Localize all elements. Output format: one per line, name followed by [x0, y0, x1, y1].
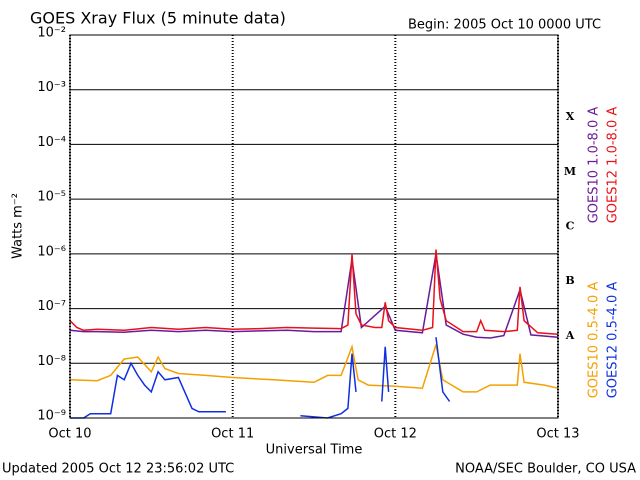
y-axis-label: Watts m⁻²	[11, 193, 26, 259]
y-tick-label: 10⁻³	[37, 80, 66, 95]
legend-entry: GOES12 1.0-8.0 A	[606, 107, 621, 224]
x-tick-label: Oct 13	[536, 427, 579, 442]
flare-class-label: M	[564, 165, 576, 178]
x-tick-label: Oct 10	[48, 427, 91, 442]
x-tick-label: Oct 12	[374, 427, 417, 442]
legend-entry: GOES10 0.5-4.0 A	[587, 282, 602, 399]
flare-class-label: A	[565, 329, 575, 342]
footer-left: Updated 2005 Oct 12 23:56:02 UTC	[2, 462, 234, 477]
chart-title: GOES Xray Flux (5 minute data)	[30, 9, 286, 28]
x-axis-label: Universal Time	[266, 443, 363, 458]
footer-right: NOAA/SEC Boulder, CO USA	[455, 462, 636, 477]
y-tick-label: 10⁻²	[37, 26, 66, 41]
y-tick-label: 10⁻⁶	[37, 244, 66, 259]
y-tick-label: 10⁻⁷	[37, 299, 66, 314]
plot-frame	[69, 34, 559, 419]
legend-entry: GOES12 0.5-4.0 A	[606, 282, 621, 399]
series-line	[69, 253, 559, 339]
x-tick-label: Oct 11	[211, 427, 254, 442]
flare-class-label: X	[566, 110, 575, 123]
flare-class-label: C	[566, 220, 575, 233]
series-line	[69, 344, 559, 393]
y-tick-label: 10⁻⁴	[37, 135, 66, 150]
flare-class-label: B	[565, 274, 574, 287]
y-tick-label: 10⁻⁹	[37, 409, 66, 424]
series-line	[70, 337, 520, 418]
y-tick-label: 10⁻⁸	[37, 354, 66, 369]
series-line	[69, 249, 559, 335]
legend-entry: GOES10 1.0-8.0 A	[587, 107, 602, 224]
chart-subtitle: Begin: 2005 Oct 10 0000 UTC	[408, 18, 601, 33]
y-tick-label: 10⁻⁵	[37, 190, 66, 205]
